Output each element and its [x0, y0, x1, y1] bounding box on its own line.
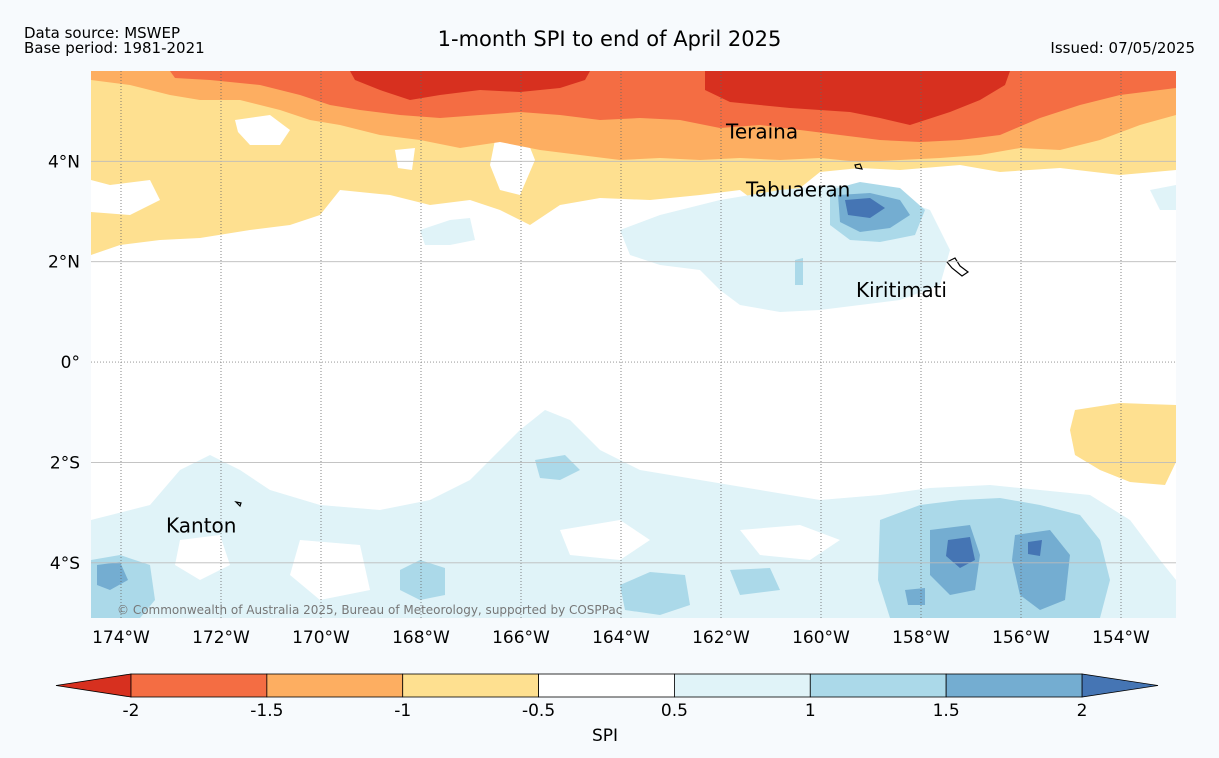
spi-region-wet-extreme	[1028, 540, 1042, 556]
spi-region-neutral	[235, 115, 290, 145]
place-label: Tabuaeran	[745, 177, 850, 201]
spi-region-dry-light	[1070, 403, 1176, 485]
spi-region-wet-light	[420, 218, 475, 245]
spi-region-neutral	[560, 520, 650, 560]
longitude-tick-label: 168°W	[392, 628, 450, 648]
longitude-tick-label: 154°W	[1092, 628, 1150, 648]
spi-region-neutral	[740, 525, 840, 560]
issued-date-label: Issued: 07/05/2025	[1050, 39, 1195, 57]
longitude-tick-label: 172°W	[192, 628, 250, 648]
kiritimati-island-outline	[946, 257, 970, 277]
longitude-ticks: 174°W 172°W 170°W 168°W 166°W 164°W 162°W 160°W…	[92, 628, 1150, 648]
colorbar-segment	[945, 673, 1083, 698]
colorbar-segment	[402, 673, 539, 698]
spi-region-wet-severe	[97, 562, 128, 590]
longitude-tick-label: 174°W	[92, 628, 150, 648]
colorbar-segment	[130, 673, 268, 698]
colorbar-tick-label: -0.5	[522, 701, 555, 721]
kanton-island-outline	[234, 501, 242, 508]
spi-region-neutral	[490, 135, 535, 195]
colorbar-tick-label: 2	[1077, 701, 1088, 721]
colorbar-tick-label: 1.5	[933, 701, 960, 721]
colorbar-tick-label: -2	[123, 701, 140, 721]
latitude-tick-label: 4°N	[48, 152, 80, 172]
place-label: Teraina	[725, 120, 798, 144]
spi-region-wet-moderate	[795, 258, 803, 285]
latitude-tick-label: 2°N	[48, 253, 80, 273]
spi-region-neutral	[395, 148, 415, 170]
spi-region-wet-extreme	[946, 537, 975, 568]
spi-region-wet-severe	[1012, 530, 1070, 610]
latitude-tick-label: 2°S	[50, 453, 80, 473]
colorbar-segment	[674, 673, 811, 698]
spi-region-wet-extreme	[845, 198, 885, 218]
spi-region-wet-moderate	[730, 568, 780, 595]
colorbar-label: SPI	[592, 726, 618, 746]
longitude-tick-label: 156°W	[992, 628, 1050, 648]
colorbar-segment	[809, 673, 947, 698]
colorbar: -2 -1.5 -1 -0.5 0.5 1 1.5 2	[55, 673, 1159, 721]
longitude-tick-label: 164°W	[592, 628, 650, 648]
spi-region-wet-moderate	[620, 572, 690, 615]
spi-region-wet-moderate	[400, 560, 445, 600]
base-period-label: Base period: 1981-2021	[24, 39, 205, 57]
place-label: Kiritimati	[856, 278, 947, 302]
longitude-tick-label: 158°W	[892, 628, 950, 648]
spi-region-dry-extreme	[705, 71, 1010, 125]
spi-region-wet-moderate	[535, 455, 580, 480]
map-area	[91, 71, 1176, 618]
graticule	[91, 71, 1176, 618]
map-title: 1-month SPI to end of April 2025	[437, 27, 782, 51]
colorbar-extend-high	[1081, 673, 1159, 698]
spi-region-neutral	[175, 535, 230, 580]
latitude-tick-label: 0°	[61, 353, 80, 373]
longitude-tick-label: 166°W	[492, 628, 550, 648]
colorbar-extend-low	[55, 673, 132, 698]
spi-region-wet-light	[1150, 185, 1176, 210]
colorbar-tick-label: 0.5	[661, 701, 688, 721]
spi-region-neutral	[290, 540, 370, 600]
colorbar-tick-label: 1	[805, 701, 816, 721]
colorbar-segment	[266, 673, 404, 698]
colorbar-segment	[538, 673, 675, 698]
tabuaeran-island-outline	[854, 163, 863, 170]
colorbar-tick-label: -1.5	[250, 701, 283, 721]
place-labels: Teraina Tabuaeran Kiritimati Kanton	[166, 120, 947, 538]
longitude-tick-label: 170°W	[292, 628, 350, 648]
latitude-tick-label: 4°S	[50, 554, 80, 574]
longitude-tick-label: 162°W	[692, 628, 750, 648]
data-source-label: Data source: MSWEP	[24, 24, 181, 42]
latitude-ticks: 4°N 2°N 0° 2°S 4°S	[48, 152, 80, 573]
spi-region-neutral	[91, 180, 160, 215]
colorbar-tick-label: -1	[394, 701, 411, 721]
spi-region-wet-severe	[905, 588, 925, 605]
copyright-text: © Commonwealth of Australia 2025, Bureau…	[117, 603, 622, 617]
spi-region-dry-extreme	[350, 71, 590, 100]
place-label: Kanton	[166, 514, 236, 538]
longitude-tick-label: 160°W	[792, 628, 850, 648]
